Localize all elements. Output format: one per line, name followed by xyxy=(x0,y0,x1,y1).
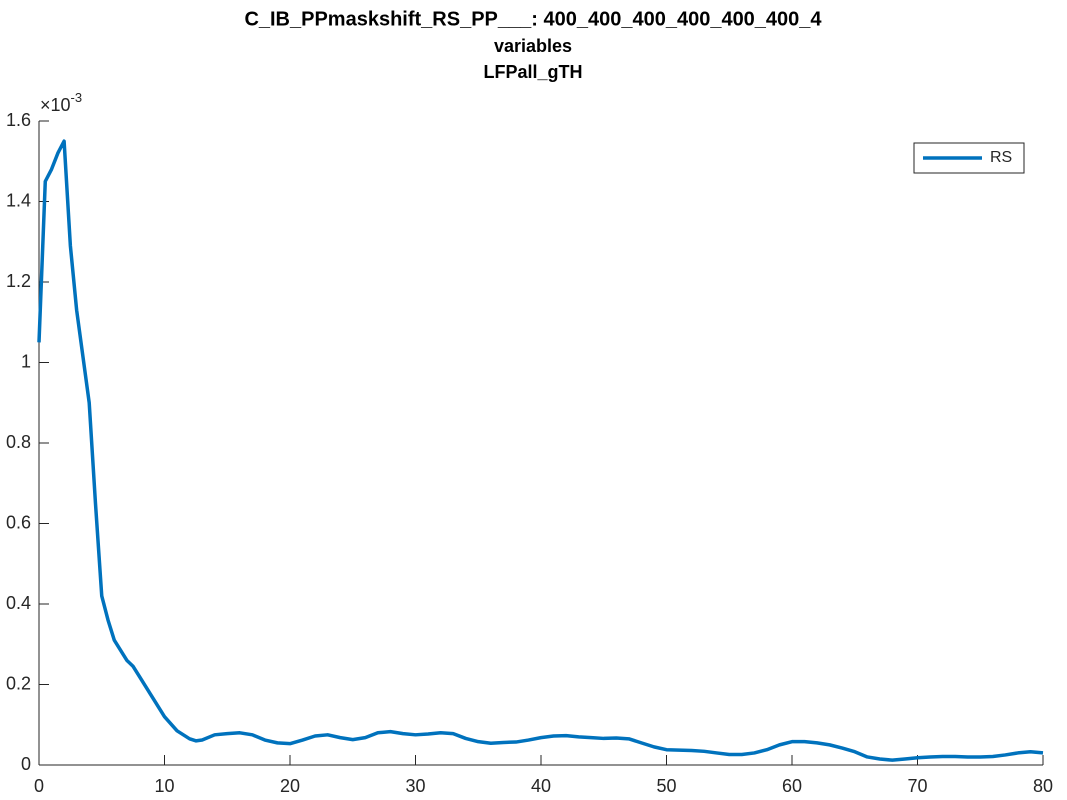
y-tick-label: 1.4 xyxy=(6,190,31,210)
x-tick-label: 50 xyxy=(656,776,676,796)
x-tick-label: 80 xyxy=(1033,776,1053,796)
x-tick-label: 60 xyxy=(782,776,802,796)
y-tick-label: 0.8 xyxy=(6,432,31,452)
y-multiplier-base: ×10 xyxy=(40,95,71,115)
y-tick-label: 0.2 xyxy=(6,673,31,693)
x-tick-label: 30 xyxy=(405,776,425,796)
chart-subtitle: LFPall_gTH xyxy=(483,62,582,82)
legend-label: RS xyxy=(990,149,1012,166)
y-tick-label: 0 xyxy=(21,754,31,774)
x-tick-label: 70 xyxy=(907,776,927,796)
x-tick-label: 0 xyxy=(34,776,44,796)
line-series xyxy=(37,139,1044,762)
x-tick-label: 10 xyxy=(154,776,174,796)
y-tick-label: 0.4 xyxy=(6,593,31,613)
x-tick-label: 40 xyxy=(531,776,551,796)
y-tick-label: 1.2 xyxy=(6,271,31,291)
y-tick-label: 0.6 xyxy=(6,512,31,532)
y-tick-label: 1 xyxy=(21,351,31,371)
y-tick-label: 1.6 xyxy=(6,110,31,130)
chart-subtitle: variables xyxy=(494,36,572,56)
x-tick-label: 20 xyxy=(280,776,300,796)
y-multiplier: ×10-3 xyxy=(40,90,82,114)
y-multiplier-exponent: -3 xyxy=(71,90,83,105)
chart-title: C_IB_PPmaskshift_RS_PP___: 400_400_400_4… xyxy=(244,8,822,30)
